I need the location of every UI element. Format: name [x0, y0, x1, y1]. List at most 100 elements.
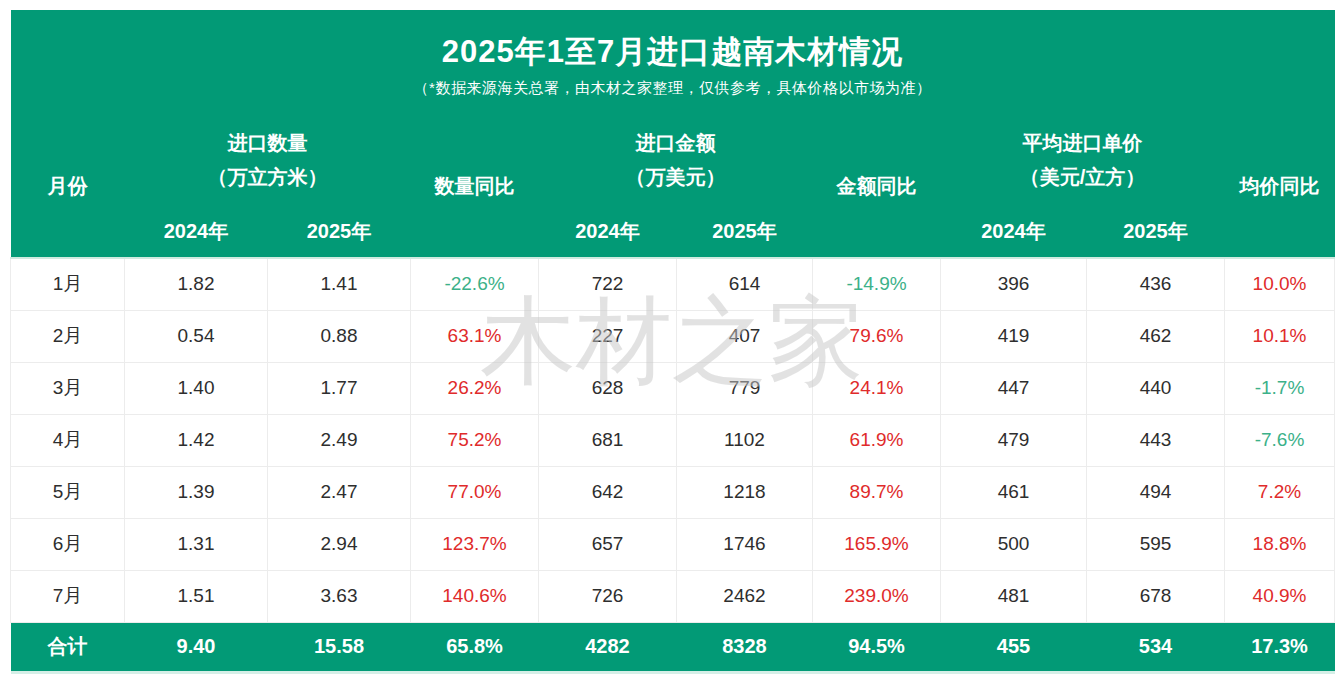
table-row: 3月 1.40 1.77 26.2% 628 779 24.1% 447 440…: [11, 362, 1335, 414]
total-qty-2024: 9.40: [125, 622, 268, 672]
cell-price-yoy: 40.9%: [1225, 570, 1335, 622]
total-qty-2025: 15.58: [268, 622, 411, 672]
cell-qty-2025: 1.77: [268, 362, 411, 414]
cell-price-2024: 447: [941, 362, 1087, 414]
cell-amt-yoy: 89.7%: [813, 466, 941, 518]
cell-price-2024: 481: [941, 570, 1087, 622]
cell-qty-2024: 1.40: [125, 362, 268, 414]
cell-amt-yoy: 24.1%: [813, 362, 941, 414]
cell-price-2025: 440: [1087, 362, 1225, 414]
cell-qty-2024: 1.42: [125, 414, 268, 466]
header-price-title: 平均进口单价: [941, 126, 1225, 160]
cell-amt-2024: 681: [539, 414, 677, 466]
cell-price-yoy: 18.8%: [1225, 518, 1335, 570]
cell-amt-yoy: 239.0%: [813, 570, 941, 622]
table-row: 6月 1.31 2.94 123.7% 657 1746 165.9% 500 …: [11, 518, 1335, 570]
cell-amt-yoy: 79.6%: [813, 310, 941, 362]
cell-price-yoy: -7.6%: [1225, 414, 1335, 466]
header-price-2024: 2024年: [941, 205, 1087, 258]
header-quantity-unit: （万立方米）: [125, 160, 411, 194]
cell-amt-2025: 1746: [677, 518, 813, 570]
cell-qty-2024: 1.39: [125, 466, 268, 518]
title-row: 2025年1至7月进口越南木材情况 （*数据来源海关总署，由木材之家整理，仅供参…: [11, 10, 1335, 115]
cell-amt-2024: 642: [539, 466, 677, 518]
header-quantity-yoy: 数量同比: [411, 115, 539, 258]
cell-amt-2025: 779: [677, 362, 813, 414]
cell-price-2025: 494: [1087, 466, 1225, 518]
total-price-2025: 534: [1087, 622, 1225, 672]
total-amt-yoy: 94.5%: [813, 622, 941, 672]
total-label: 合计: [11, 622, 125, 672]
cell-month: 3月: [11, 362, 125, 414]
cell-qty-2024: 0.54: [125, 310, 268, 362]
total-price-yoy: 17.3%: [1225, 622, 1335, 672]
header-price-yoy: 均价同比: [1225, 115, 1335, 258]
cell-month: 6月: [11, 518, 125, 570]
header-price-2025: 2025年: [1087, 205, 1225, 258]
cell-qty-2025: 1.41: [268, 258, 411, 310]
cell-month: 7月: [11, 570, 125, 622]
cell-amt-2025: 1102: [677, 414, 813, 466]
cell-amt-2024: 657: [539, 518, 677, 570]
header-price-unit: （美元/立方）: [941, 160, 1225, 194]
cell-amt-2025: 1218: [677, 466, 813, 518]
years-header-row: 2024年 2025年 2024年 2025年 2024年 2025年: [11, 205, 1335, 258]
header-amount-title: 进口金额: [539, 126, 813, 160]
cell-month: 2月: [11, 310, 125, 362]
header-amt-2024: 2024年: [539, 205, 677, 258]
cell-qty-2024: 1.82: [125, 258, 268, 310]
cell-amt-yoy: -14.9%: [813, 258, 941, 310]
table-row: 2月 0.54 0.88 63.1% 227 407 79.6% 419 462…: [11, 310, 1335, 362]
header-amount-group: 进口金额 （万美元）: [539, 115, 813, 205]
header-month: 月份: [11, 115, 125, 258]
table-row: 7月 1.51 3.63 140.6% 726 2462 239.0% 481 …: [11, 570, 1335, 622]
cell-qty-yoy: -22.6%: [411, 258, 539, 310]
cell-amt-2024: 628: [539, 362, 677, 414]
header-qty-2024: 2024年: [125, 205, 268, 258]
cell-qty-yoy: 63.1%: [411, 310, 539, 362]
cell-qty-2025: 2.49: [268, 414, 411, 466]
header-amount-unit: （万美元）: [539, 160, 813, 194]
header-qty-2025: 2025年: [268, 205, 411, 258]
cell-price-2024: 419: [941, 310, 1087, 362]
cell-price-2024: 479: [941, 414, 1087, 466]
header-quantity-group: 进口数量 （万立方米）: [125, 115, 411, 205]
cell-qty-2024: 1.31: [125, 518, 268, 570]
cell-price-2025: 595: [1087, 518, 1225, 570]
group-header-row: 月份 进口数量 （万立方米） 数量同比 进口金额 （万美元） 金额同比 平均进口…: [11, 115, 1335, 205]
cell-price-2025: 678: [1087, 570, 1225, 622]
timber-import-table: 2025年1至7月进口越南木材情况 （*数据来源海关总署，由木材之家整理，仅供参…: [10, 10, 1335, 674]
cell-price-yoy: 7.2%: [1225, 466, 1335, 518]
cell-amt-2024: 722: [539, 258, 677, 310]
cell-price-2025: 462: [1087, 310, 1225, 362]
cell-amt-2024: 227: [539, 310, 677, 362]
total-amt-2025: 8328: [677, 622, 813, 672]
cell-price-2024: 500: [941, 518, 1087, 570]
page-subtitle: （*数据来源海关总署，由木材之家整理，仅供参考，具体价格以市场为准）: [11, 79, 1335, 98]
cell-price-yoy: 10.1%: [1225, 310, 1335, 362]
cell-qty-2025: 0.88: [268, 310, 411, 362]
timber-import-panel: 2025年1至7月进口越南木材情况 （*数据来源海关总署，由木材之家整理，仅供参…: [10, 10, 1334, 674]
header-quantity-title: 进口数量: [125, 126, 411, 160]
cell-price-2025: 436: [1087, 258, 1225, 310]
header-amt-2025: 2025年: [677, 205, 813, 258]
total-row: 合计 9.40 15.58 65.8% 4282 8328 94.5% 455 …: [11, 622, 1335, 672]
header-amount-yoy: 金额同比: [813, 115, 941, 258]
cell-month: 1月: [11, 258, 125, 310]
cell-amt-2025: 614: [677, 258, 813, 310]
cell-price-2024: 461: [941, 466, 1087, 518]
page-title: 2025年1至7月进口越南木材情况: [11, 28, 1335, 70]
total-price-2024: 455: [941, 622, 1087, 672]
cell-qty-yoy: 26.2%: [411, 362, 539, 414]
table-row: 4月 1.42 2.49 75.2% 681 1102 61.9% 479 44…: [11, 414, 1335, 466]
cell-price-2025: 443: [1087, 414, 1225, 466]
total-amt-2024: 4282: [539, 622, 677, 672]
table-body: 1月 1.82 1.41 -22.6% 722 614 -14.9% 396 4…: [11, 258, 1335, 622]
cell-month: 4月: [11, 414, 125, 466]
title-cell: 2025年1至7月进口越南木材情况 （*数据来源海关总署，由木材之家整理，仅供参…: [11, 10, 1335, 115]
table-row: 5月 1.39 2.47 77.0% 642 1218 89.7% 461 49…: [11, 466, 1335, 518]
cell-qty-2024: 1.51: [125, 570, 268, 622]
cell-price-2024: 396: [941, 258, 1087, 310]
cell-qty-2025: 2.47: [268, 466, 411, 518]
total-qty-yoy: 65.8%: [411, 622, 539, 672]
